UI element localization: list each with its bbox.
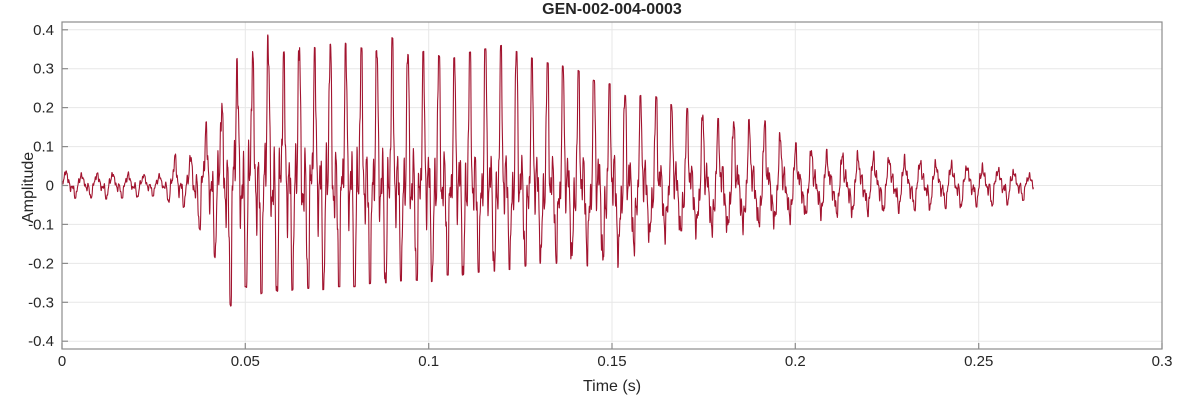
y-tick-label: 0.2	[33, 100, 54, 117]
x-axis-label: Time (s)	[582, 378, 642, 395]
y-tick-label: 0.1	[33, 139, 54, 156]
x-tick-label: 0.05	[231, 353, 260, 370]
y-tick-label: 0	[46, 178, 54, 195]
x-tick-label: 0.1	[418, 353, 439, 370]
x-tick-label: 0.2	[785, 353, 806, 370]
waveform-line	[61, 34, 1034, 307]
chart-title: GEN-002-004-0003	[542, 1, 682, 18]
x-tick-label: 0	[58, 353, 66, 370]
y-tick-label: 0.3	[33, 61, 54, 78]
y-tick-label: -0.2	[28, 255, 54, 272]
x-tick-label: 0.3	[1152, 353, 1173, 370]
x-tick-label: 0.25	[964, 353, 993, 370]
y-tick-label: -0.4	[28, 333, 54, 350]
y-tick-label: -0.1	[28, 216, 54, 233]
x-tick-label: 0.15	[597, 353, 626, 370]
y-tick-label: -0.3	[28, 294, 54, 311]
y-tick-label: 0.4	[33, 22, 54, 39]
y-axis-label: Amplitude	[20, 151, 37, 223]
